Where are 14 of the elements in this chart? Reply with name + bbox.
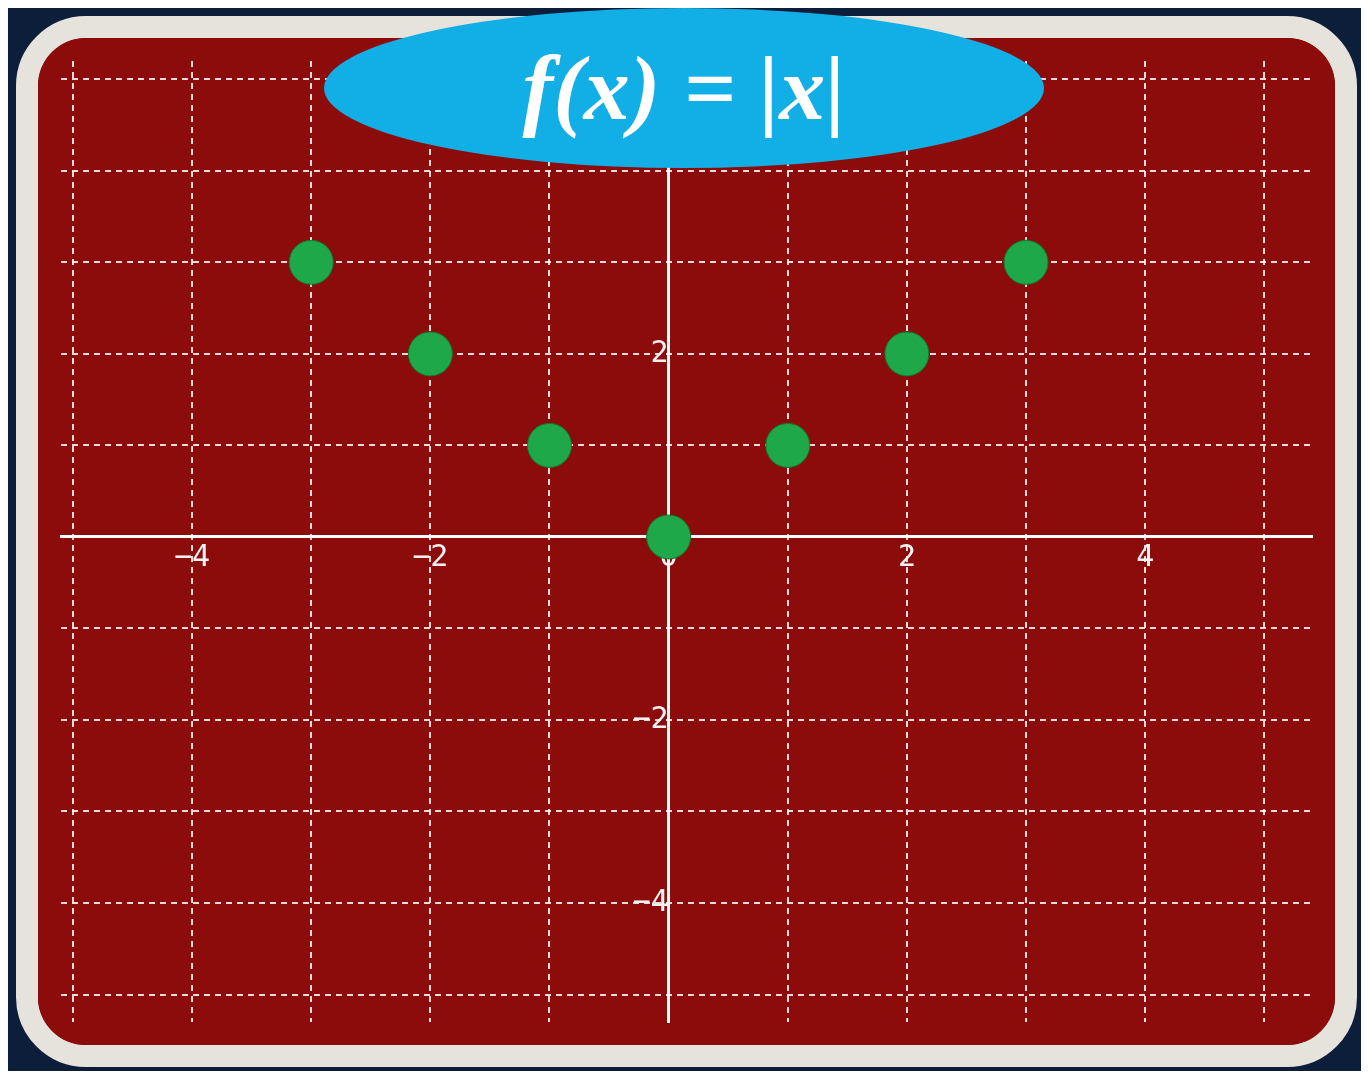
y-tick-label: 2: [650, 333, 669, 369]
x-tick-label: 4: [1136, 537, 1155, 573]
x-tick-label: 2: [897, 537, 916, 573]
y-tick-label: −4: [632, 882, 669, 918]
point: [765, 422, 811, 468]
point: [1003, 239, 1049, 285]
x-tick-label: −4: [173, 537, 211, 573]
point: [288, 239, 334, 285]
point: [407, 331, 453, 377]
point: [526, 422, 572, 468]
chart-title: f(x) = |x|: [521, 36, 847, 141]
y-tick-label: −2: [632, 699, 669, 735]
x-tick-label: −2: [412, 537, 449, 573]
point: [884, 331, 930, 377]
